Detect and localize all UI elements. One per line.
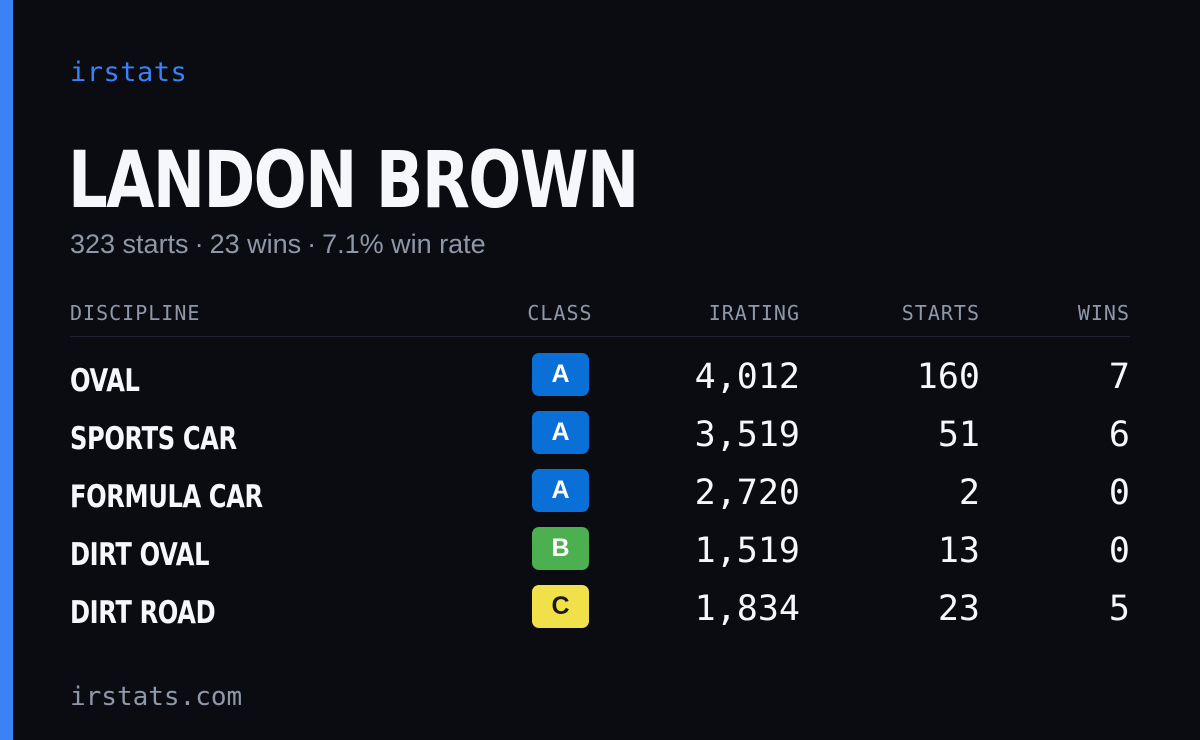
irating-value: 3,519: [694, 415, 800, 455]
starts-value: 160: [916, 357, 980, 397]
discipline-name: OVAL: [70, 363, 140, 399]
player-name: LANDON BROWN: [68, 136, 639, 226]
wins-value: 6: [1108, 415, 1130, 455]
starts-value: 2: [958, 473, 980, 513]
brand-logo-text: irstats: [70, 57, 188, 88]
header-class: CLASS: [527, 301, 593, 325]
header-starts: STARTS: [901, 301, 980, 325]
summary-separator: ·: [194, 229, 204, 259]
table-header: DISCIPLINE CLASS IRATING STARTS WINS: [70, 296, 1130, 337]
starts-value: 23: [937, 589, 980, 629]
class-badge: A: [532, 469, 589, 512]
table-row: SPORTS CAR A 3,519 51 6: [70, 411, 1130, 469]
header-irating: IRATING: [708, 301, 800, 325]
irating-value: 1,834: [694, 589, 800, 629]
header-discipline: DISCIPLINE: [70, 301, 201, 325]
summary-wins: 23 wins: [209, 229, 302, 259]
wins-value: 7: [1108, 357, 1130, 397]
table-row: DIRT ROAD C 1,834 23 5: [70, 585, 1130, 643]
class-badge: B: [532, 527, 589, 570]
irating-value: 1,519: [694, 531, 800, 571]
starts-value: 13: [937, 531, 980, 571]
wins-value: 0: [1108, 531, 1130, 571]
summary-win-rate: 7.1% win rate: [322, 229, 486, 259]
discipline-name: FORMULA CAR: [70, 479, 263, 515]
accent-bar: [0, 0, 13, 740]
starts-value: 51: [937, 415, 980, 455]
header-wins: WINS: [1077, 301, 1130, 325]
class-badge: A: [532, 411, 589, 454]
summary-separator: ·: [307, 229, 317, 259]
wins-value: 5: [1108, 589, 1130, 629]
footer-site-url: irstats.com: [70, 682, 243, 712]
irating-value: 4,012: [694, 357, 800, 397]
class-badge: C: [532, 585, 589, 628]
table-row: FORMULA CAR A 2,720 2 0: [70, 469, 1130, 527]
discipline-name: SPORTS CAR: [70, 421, 237, 457]
career-summary: 323 starts · 23 wins · 7.1% win rate: [70, 226, 486, 262]
wins-value: 0: [1108, 473, 1130, 513]
discipline-name: DIRT ROAD: [70, 595, 216, 631]
discipline-table: DISCIPLINE CLASS IRATING STARTS WINS OVA…: [70, 296, 1130, 643]
table-row: OVAL A 4,012 160 7: [70, 353, 1130, 411]
summary-starts: 323 starts: [70, 229, 189, 259]
irating-value: 2,720: [694, 473, 800, 513]
discipline-name: DIRT OVAL: [70, 537, 210, 573]
class-badge: A: [532, 353, 589, 396]
table-body: OVAL A 4,012 160 7 SPORTS CAR A 3,519 51 6 FORMULA…: [70, 353, 1130, 643]
table-row: DIRT OVAL B 1,519 13 0: [70, 527, 1130, 585]
